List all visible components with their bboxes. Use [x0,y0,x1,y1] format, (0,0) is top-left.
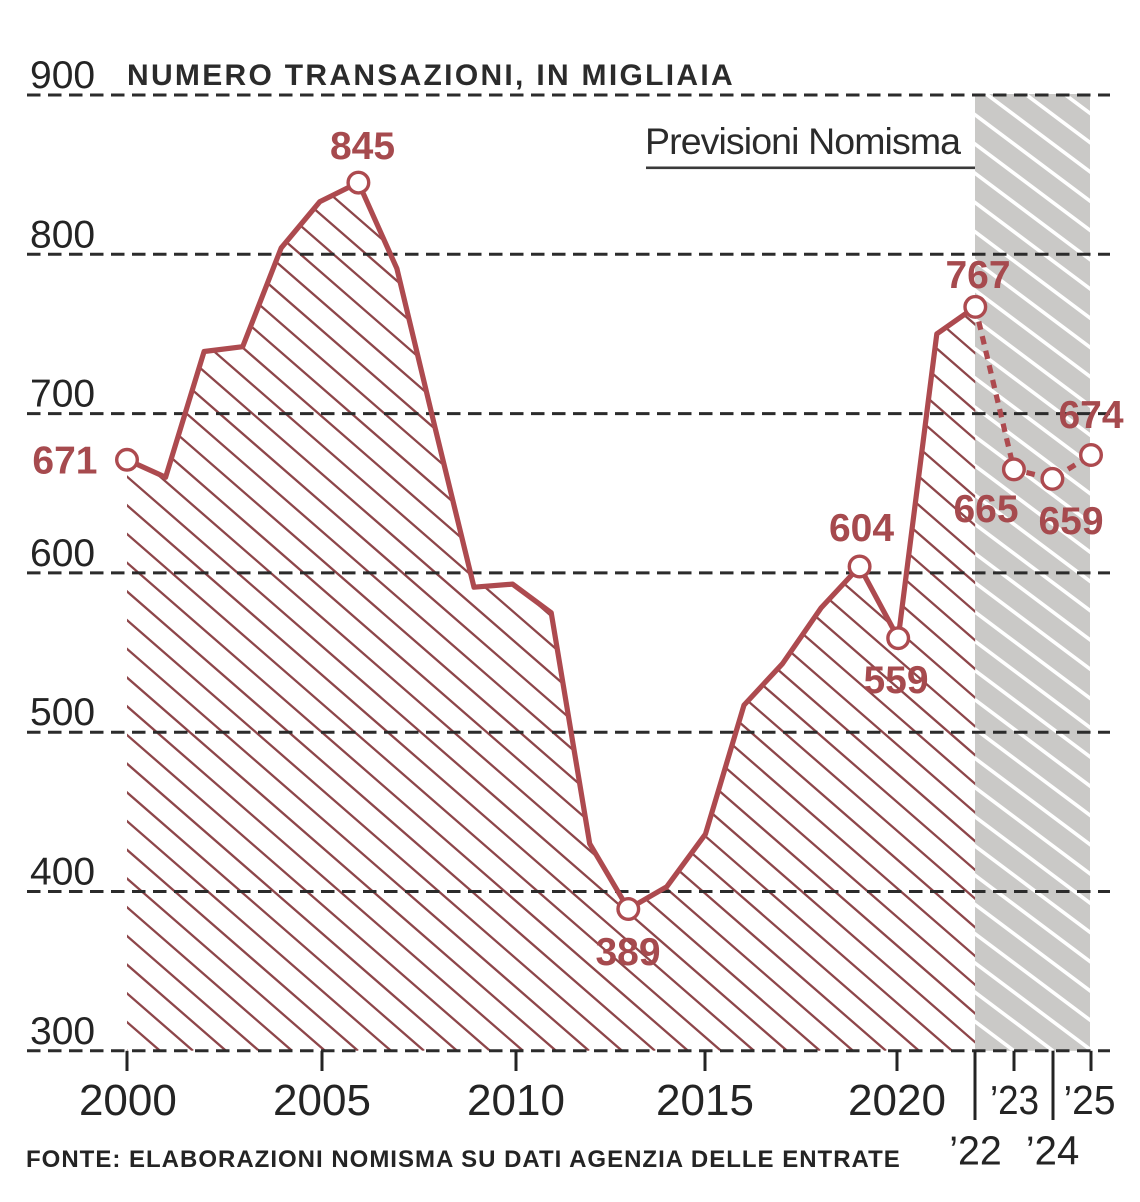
svg-text:300: 300 [30,1010,95,1053]
svg-text:900: 900 [30,54,95,97]
svg-text:2010: 2010 [467,1076,565,1125]
svg-text:389: 389 [595,931,660,974]
svg-text:NUMERO TRANSAZIONI, IN MIGLIAI: NUMERO TRANSAZIONI, IN MIGLIAIA [127,59,735,92]
svg-text:800: 800 [30,213,95,256]
svg-text:Previsioni Nomisma: Previsioni Nomisma [645,120,961,162]
svg-text:700: 700 [30,373,95,416]
svg-text:2005: 2005 [273,1076,371,1125]
svg-text:671: 671 [32,440,97,483]
svg-text:559: 559 [863,659,928,702]
svg-text:604: 604 [829,507,894,550]
svg-text:’25: ’25 [1064,1077,1116,1123]
svg-text:400: 400 [30,851,95,894]
svg-text:FONTE: ELABORAZIONI NOMISMA SU: FONTE: ELABORAZIONI NOMISMA SU DATI AGEN… [26,1146,901,1173]
svg-text:665: 665 [953,488,1018,531]
svg-text:2000: 2000 [79,1076,177,1125]
svg-text:2015: 2015 [656,1076,754,1125]
svg-text:’22: ’22 [949,1128,1002,1174]
svg-text:659: 659 [1038,500,1103,543]
svg-text:500: 500 [30,691,95,734]
svg-text:’24: ’24 [1026,1128,1080,1174]
svg-text:’23: ’23 [990,1077,1039,1123]
svg-text:600: 600 [30,532,95,575]
svg-text:674: 674 [1058,394,1123,437]
svg-text:767: 767 [945,254,1010,297]
svg-text:845: 845 [330,125,395,168]
svg-text:2020: 2020 [848,1076,946,1125]
